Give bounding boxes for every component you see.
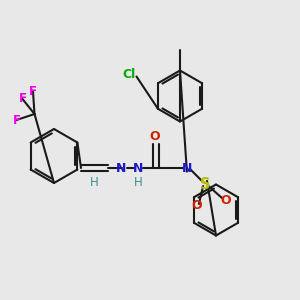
Text: N: N xyxy=(116,161,127,175)
Text: F: F xyxy=(29,85,37,98)
Text: O: O xyxy=(191,199,202,212)
Text: O: O xyxy=(149,130,160,143)
Text: N: N xyxy=(133,161,143,175)
Text: H: H xyxy=(90,176,99,190)
Text: N: N xyxy=(182,161,193,175)
Text: S: S xyxy=(200,177,211,192)
Text: F: F xyxy=(19,92,26,106)
Text: H: H xyxy=(134,176,142,190)
Text: O: O xyxy=(220,194,231,208)
Text: F: F xyxy=(13,113,20,127)
Text: Cl: Cl xyxy=(122,68,136,82)
